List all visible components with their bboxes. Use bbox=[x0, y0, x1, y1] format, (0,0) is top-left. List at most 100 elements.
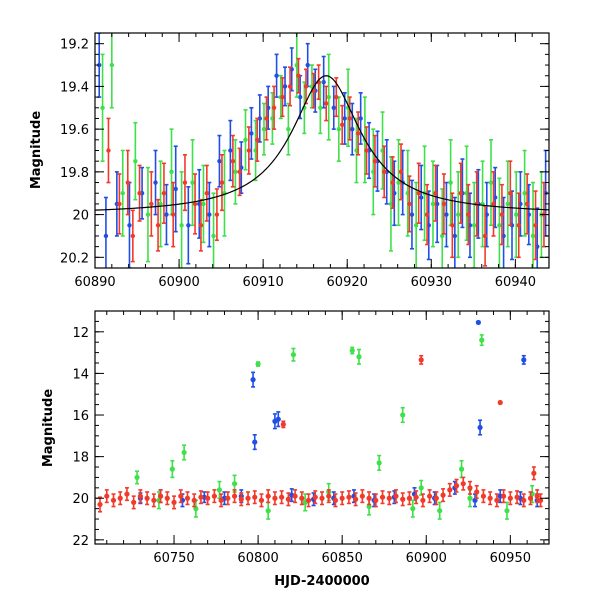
data-point bbox=[400, 412, 406, 418]
data-point bbox=[171, 499, 177, 505]
data-point bbox=[110, 497, 117, 503]
data-point bbox=[282, 84, 288, 89]
data-point bbox=[433, 191, 438, 196]
bottom-plot-frame bbox=[94, 310, 550, 545]
data-point bbox=[356, 354, 362, 360]
data-point bbox=[336, 126, 342, 132]
data-point bbox=[537, 497, 544, 503]
y-tick-label: 14 bbox=[72, 367, 89, 382]
x-tick-label: 60900 bbox=[406, 551, 447, 566]
data-point bbox=[497, 399, 503, 406]
data-point bbox=[218, 497, 224, 503]
data-point bbox=[477, 424, 483, 431]
data-point bbox=[522, 191, 527, 196]
data-point bbox=[182, 180, 188, 185]
data-point bbox=[158, 201, 163, 207]
bottom-series-red bbox=[97, 354, 544, 513]
data-point bbox=[257, 116, 262, 121]
bottom-x-axis-label: HJD-2400000 bbox=[274, 574, 369, 589]
data-point bbox=[173, 186, 178, 192]
data-point bbox=[169, 466, 175, 472]
bottom-series-blue bbox=[137, 319, 540, 508]
top-axis-ticks bbox=[94, 32, 550, 269]
data-point bbox=[433, 495, 439, 501]
data-point bbox=[230, 158, 236, 164]
data-point bbox=[103, 233, 109, 239]
data-point bbox=[475, 319, 481, 326]
data-point bbox=[151, 497, 157, 503]
data-point bbox=[149, 201, 154, 207]
data-point bbox=[205, 495, 211, 501]
bottom-panel: 60750 60800 60850 60900 60950 12 14 16 18 20 22 M… bbox=[41, 310, 550, 589]
data-point bbox=[297, 94, 303, 100]
data-point bbox=[418, 485, 424, 491]
y-tick-label: 22 bbox=[72, 534, 89, 549]
data-point bbox=[231, 481, 238, 487]
data-point bbox=[497, 223, 502, 228]
data-point bbox=[482, 233, 488, 239]
data-point bbox=[479, 337, 485, 343]
data-point bbox=[201, 201, 206, 207]
data-point bbox=[533, 223, 538, 228]
data-point bbox=[379, 494, 386, 500]
data-point bbox=[186, 223, 191, 228]
data-point bbox=[359, 493, 365, 499]
data-point bbox=[204, 191, 210, 196]
x-tick-label: 60920 bbox=[327, 275, 368, 290]
data-point bbox=[134, 474, 140, 481]
data-point bbox=[527, 495, 534, 501]
data-point bbox=[396, 180, 401, 185]
data-point bbox=[467, 495, 473, 501]
data-point bbox=[419, 195, 424, 200]
y-tick-label: 19.2 bbox=[60, 38, 89, 53]
data-point bbox=[358, 116, 363, 121]
data-point bbox=[508, 191, 513, 196]
data-point bbox=[124, 491, 130, 497]
data-point bbox=[494, 497, 500, 503]
data-point bbox=[406, 495, 413, 501]
data-point bbox=[424, 212, 430, 217]
data-point bbox=[448, 180, 453, 185]
data-point bbox=[504, 508, 510, 514]
x-tick-label: 60890 bbox=[74, 275, 115, 290]
data-point bbox=[413, 223, 419, 228]
data-point bbox=[184, 495, 191, 501]
data-point bbox=[324, 101, 329, 106]
data-point bbox=[312, 494, 318, 500]
data-point bbox=[531, 470, 537, 476]
y-tick-label: 20 bbox=[72, 209, 89, 224]
bottom-plot-area bbox=[97, 319, 544, 520]
data-point bbox=[427, 493, 433, 499]
data-point bbox=[331, 105, 336, 110]
data-point bbox=[382, 169, 387, 175]
data-point bbox=[100, 105, 105, 110]
data-point bbox=[258, 497, 265, 503]
data-point bbox=[179, 223, 184, 228]
bottom-axis-ticks bbox=[95, 310, 549, 544]
data-point bbox=[264, 116, 269, 121]
data-point bbox=[190, 180, 195, 185]
top-plot-frame bbox=[94, 32, 550, 269]
y-tick-label: 20.2 bbox=[60, 251, 89, 266]
data-point bbox=[271, 105, 277, 110]
data-point bbox=[255, 137, 260, 143]
data-point bbox=[286, 126, 291, 132]
data-point bbox=[164, 495, 170, 501]
data-point bbox=[460, 481, 466, 487]
data-point bbox=[514, 212, 519, 217]
y-tick-label: 12 bbox=[72, 326, 89, 341]
data-point bbox=[342, 116, 347, 121]
top-y-axis-label: Magnitude bbox=[29, 111, 44, 190]
data-point bbox=[507, 495, 513, 501]
data-point bbox=[238, 496, 244, 502]
data-point bbox=[521, 357, 527, 363]
data-point bbox=[350, 126, 355, 132]
data-point bbox=[169, 169, 174, 175]
data-point bbox=[145, 212, 151, 217]
data-point bbox=[265, 508, 271, 514]
data-point bbox=[255, 361, 261, 367]
bottom-y-axis-label: Magnitude bbox=[41, 389, 56, 468]
data-point bbox=[530, 233, 536, 239]
data-point bbox=[355, 131, 361, 136]
data-point bbox=[225, 495, 231, 501]
